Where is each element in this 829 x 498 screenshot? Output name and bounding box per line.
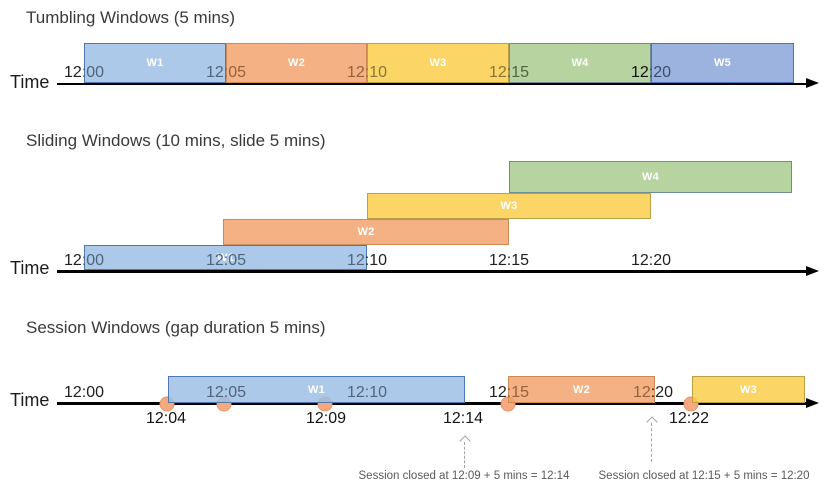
window-label: W5: [713, 56, 732, 69]
window-box-tumbling-w3: [367, 42, 509, 83]
section-title-tumbling: Tumbling Windows (5 mins): [26, 8, 236, 27]
axis-time-label-part: :05: [223, 383, 247, 401]
axis-time-label-part: :00: [81, 251, 105, 269]
window-label: W2: [287, 56, 306, 69]
axis-time-label-part: 12: [63, 383, 82, 401]
axis-time-label: 12:10: [347, 383, 387, 402]
axis-time-label-part: 12: [205, 383, 224, 401]
event-time-label: 12:09: [305, 410, 347, 427]
section-title-session: Session Windows (gap duration 5 mins): [26, 318, 326, 337]
axis-time-label-part: :20: [648, 64, 672, 81]
window-box-sliding-w1: [84, 245, 367, 270]
axis-time-label: 12:10: [347, 63, 387, 82]
axis-time-label: 12:20: [633, 383, 673, 402]
time-axis-caption: Time: [10, 258, 50, 278]
window-label: W1: [307, 383, 326, 396]
axis-time-label-part: 12: [63, 251, 82, 269]
window-label: W3: [739, 383, 758, 396]
axis-time-label: 12:00: [64, 383, 104, 402]
axis-time-label-part: 12: [488, 64, 507, 81]
axis-time-label-part: 12: [632, 383, 651, 401]
axis-time-label-part: 12: [205, 251, 224, 269]
time-axis-caption: Time: [10, 390, 50, 410]
window-box-tumbling-w5: [651, 42, 794, 83]
time-axis-arrowhead-session: [806, 397, 819, 408]
window-box-sliding-w4: [509, 161, 792, 193]
window-label: W3: [500, 200, 518, 212]
time-axis-line-sliding: [57, 270, 806, 273]
axis-time-label: 12:05: [206, 63, 246, 82]
window-label: W2: [357, 226, 375, 238]
window-label: W4: [641, 171, 660, 183]
axis-time-label: 12:20: [631, 63, 671, 82]
session-closed-note: Session closed at 12:15 + 5 mins = 12:20: [598, 470, 810, 482]
axis-time-label-part: 12: [488, 251, 507, 269]
axis-time-label-part: :15: [506, 383, 530, 401]
window-box-tumbling-w1: [84, 42, 226, 83]
axis-time-label-part: :05: [223, 64, 247, 81]
window-box-sliding-w2: [223, 219, 509, 245]
axis-time-label-part: :20: [648, 251, 672, 269]
axis-time-label-part: 12: [63, 64, 82, 81]
axis-time-label-part: :15: [506, 64, 530, 81]
time-axis-line-tumbling: [57, 82, 806, 85]
axis-time-label-part: 12: [630, 64, 649, 81]
annotation-arrowhead-icon: [645, 416, 658, 428]
annotation-dashed-arrow: [651, 423, 652, 462]
window-box-tumbling-w2: [226, 42, 367, 83]
section-title-sliding: Sliding Windows (10 mins, slide 5 mins): [26, 131, 326, 150]
window-label: W2: [572, 383, 591, 396]
axis-time-label-part: :00: [81, 64, 105, 81]
axis-time-label-part: 12: [205, 64, 224, 81]
axis-time-label: 12:05: [206, 251, 246, 270]
window-label: W1: [146, 56, 164, 69]
event-time-label: 12:14: [442, 410, 484, 427]
axis-time-label-part: :10: [364, 383, 388, 401]
axis-time-label: 12:00: [64, 251, 104, 270]
time-axis-caption: Time: [10, 72, 50, 92]
axis-time-label: 12:20: [631, 251, 671, 270]
annotation-dashed-arrow: [464, 442, 465, 468]
session-closed-note: Session closed at 12:09 + 5 mins = 12:14: [358, 470, 570, 482]
axis-time-label: 12:10: [347, 251, 387, 270]
window-box-session-w2: [508, 376, 655, 403]
axis-time-label: 12:05: [206, 383, 246, 402]
window-box-session-w3: [692, 376, 805, 403]
axis-time-label-part: :05: [223, 251, 247, 269]
axis-time-label-part: 12: [346, 251, 365, 269]
axis-time-label-part: :20: [650, 383, 674, 401]
event-time-label: 12:22: [668, 410, 710, 427]
window-label: W3: [429, 56, 447, 69]
axis-time-label-part: 12: [346, 64, 365, 81]
window-box-sliding-w3: [367, 193, 651, 219]
axis-time-label: 12:15: [489, 63, 529, 82]
window-box-tumbling-w4: [509, 42, 651, 83]
axis-time-label-part: :15: [506, 251, 530, 269]
axis-time-label-part: 12: [488, 383, 507, 401]
axis-time-label-part: 12: [346, 383, 365, 401]
axis-time-label: 12:00: [64, 63, 104, 82]
time-axis-line-session: [57, 402, 806, 405]
axis-time-label-part: 12: [630, 251, 649, 269]
window-label: W4: [571, 56, 589, 69]
axis-time-label-part: :10: [364, 251, 388, 269]
axis-time-label-part: :10: [364, 64, 388, 81]
axis-time-label: 12:15: [489, 251, 529, 270]
time-axis-arrowhead-sliding: [806, 265, 819, 276]
axis-time-label: 12:15: [489, 383, 529, 402]
window-box-session-w1: [168, 376, 465, 403]
time-axis-arrowhead-tumbling: [806, 78, 819, 88]
window-label: W1: [216, 251, 235, 264]
event-time-label: 12:04: [145, 410, 187, 427]
annotation-arrowhead-icon: [458, 435, 471, 447]
axis-time-label-part: :00: [81, 383, 105, 401]
